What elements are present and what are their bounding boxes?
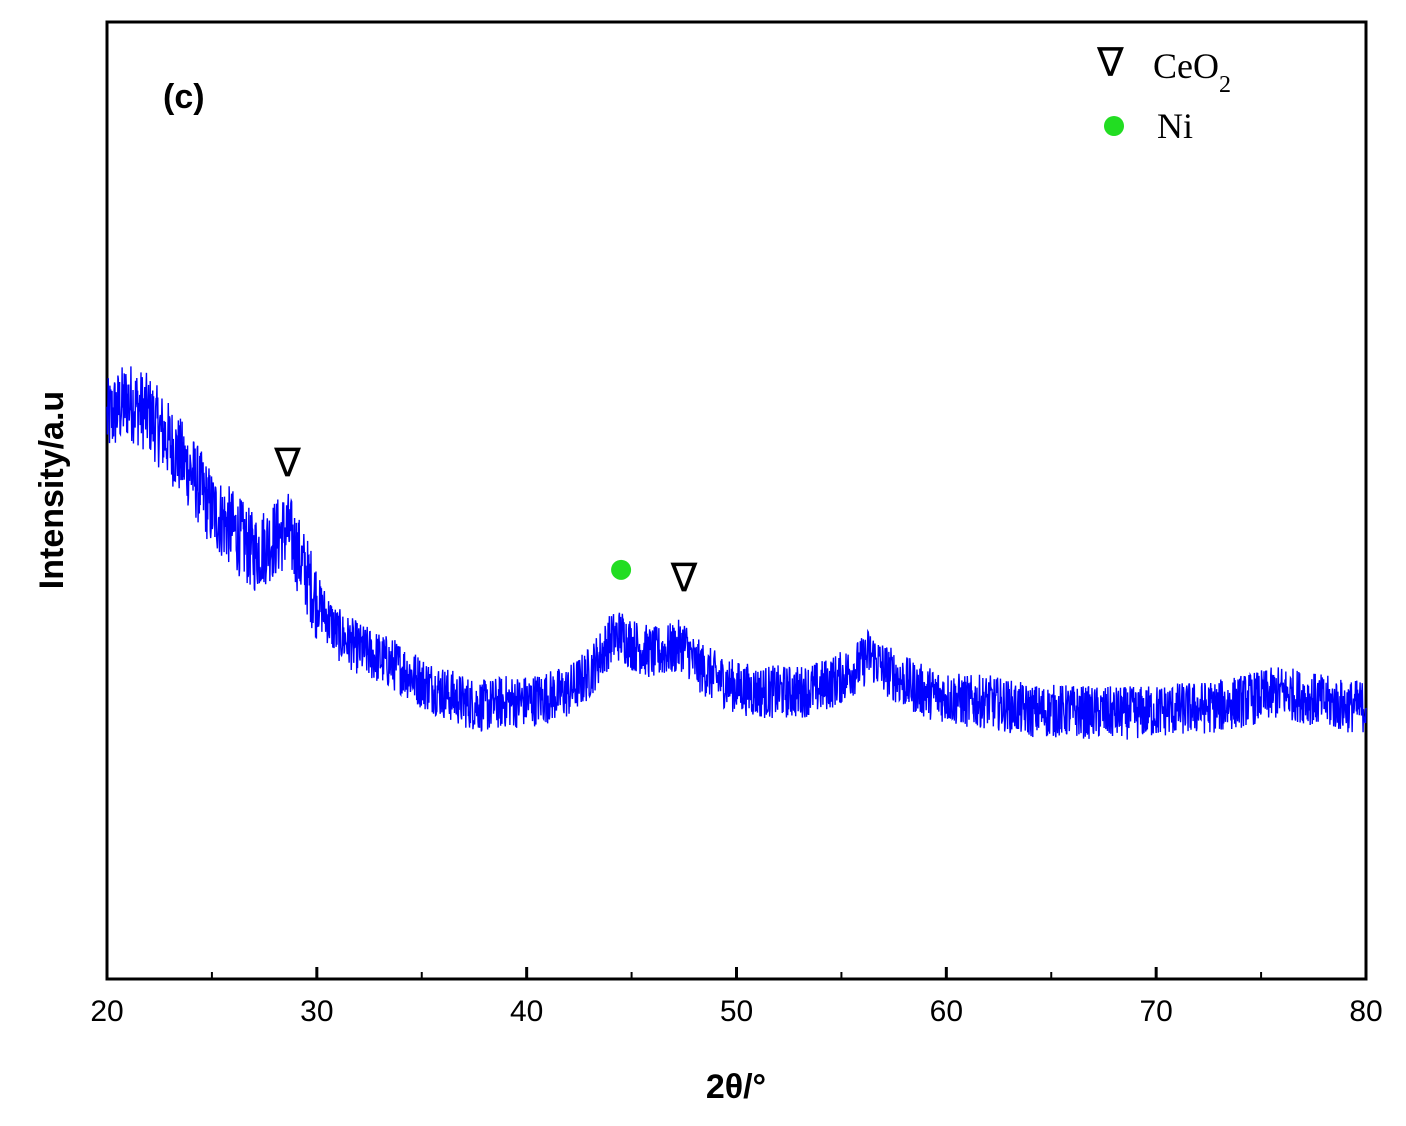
x-tick-label: 30	[300, 995, 333, 1028]
x-tick-label: 50	[720, 995, 753, 1028]
x-tick-label: 70	[1139, 995, 1172, 1028]
series-line	[106, 366, 1367, 740]
legend-ni-label: Ni	[1157, 106, 1193, 146]
legend-ceo2-label: CeO2	[1153, 46, 1231, 98]
x-axis-title: 2θ/°	[706, 1068, 766, 1106]
legend: ∇ CeO2 Ni	[1096, 40, 1231, 146]
x-tick-label: 60	[930, 995, 963, 1028]
x-tick-label: 20	[90, 995, 123, 1028]
panel-label: (c)	[163, 78, 205, 116]
ceo2-peak-marker: ∇	[670, 555, 698, 601]
y-axis-title: Intensity/a.u	[33, 391, 71, 589]
legend-ceo2-symbol: ∇	[1096, 40, 1124, 86]
peak-markers: ∇∇	[273, 441, 698, 602]
ni-peak-marker	[611, 559, 632, 580]
x-tick-label: 40	[510, 995, 543, 1028]
legend-ni-symbol	[1104, 116, 1124, 136]
x-tick-label: 80	[1349, 995, 1382, 1028]
plot-frame	[105, 20, 1368, 981]
diffraction-trace	[106, 366, 1367, 740]
ceo2-peak-marker: ∇	[273, 441, 301, 487]
x-axis: 20 30 40 50 60 70 80	[90, 967, 1383, 1028]
